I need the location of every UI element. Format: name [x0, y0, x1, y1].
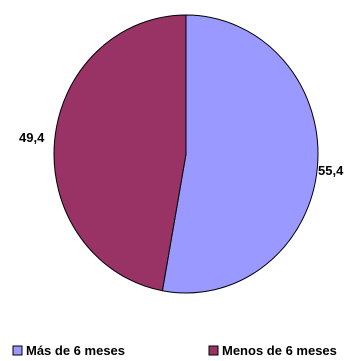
data-label-mas-de-6-meses: 55,4	[318, 163, 344, 178]
pie-slice-mas-de-6-meses	[161, 14, 319, 294]
legend-label-menos-de-6-meses: Menos de 6 meses	[222, 343, 337, 358]
legend: Más de 6 meses Menos de 6 meses	[12, 343, 337, 358]
pie-slice-menos-de-6-meses	[53, 14, 187, 292]
pie-slices	[53, 14, 319, 294]
data-label-menos-de-6-meses: 49,4	[19, 130, 45, 145]
legend-swatch-menos-de-6-meses	[208, 345, 219, 356]
pie-data-labels: 55,4 49,4	[19, 130, 344, 178]
legend-label-mas-de-6-meses: Más de 6 meses	[26, 343, 125, 358]
legend-swatch-mas-de-6-meses	[12, 345, 23, 356]
